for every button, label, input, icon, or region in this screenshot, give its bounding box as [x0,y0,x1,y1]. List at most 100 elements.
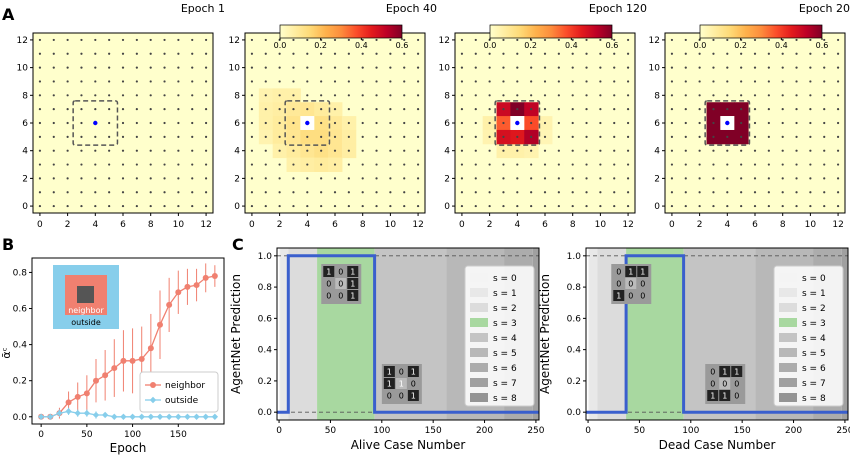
grid-dot [191,149,194,152]
grid-dot [502,177,505,180]
grid-dot [375,163,378,166]
grid-dot [460,108,464,111]
y-tick-label: 6 [654,119,660,129]
grid-dot [52,191,55,194]
mini-grid-cell [335,278,347,289]
grid-dot [712,108,715,111]
grid-dot [403,149,406,152]
grid-dot [626,204,630,208]
grid-dot [795,80,798,83]
y-tick-label: 8 [654,91,660,101]
grid-dot [375,135,378,138]
grid-dot [753,38,757,42]
grid-dot [38,121,42,125]
grid-dot [320,204,323,208]
point-neighbor [120,357,127,364]
grid-dot [740,94,743,97]
grid-dot [177,38,180,42]
grid-dot [684,94,687,97]
grid-dot [66,94,69,97]
point-outside [56,409,63,417]
grid-dot [599,108,602,111]
grid-dot [613,163,616,166]
grid-dot [94,149,97,152]
grid-dot [599,191,602,194]
grid-dot [836,135,840,138]
grid-dot [403,191,406,194]
grid-dot [52,66,55,69]
grid-dot [121,149,125,152]
mini-grid-value: 0 [338,292,343,301]
grid-dot [264,108,267,111]
grid-dot [530,191,533,194]
grid-dot [375,177,378,180]
legend-swatch [779,348,797,357]
grid-dot [375,38,378,42]
grid-dot [361,135,364,138]
grid-dot [474,204,477,208]
panel-a-heatmaps: 0 2 4 6 8 10 12 0 2 4 6 8 10 12 Epoch 1 0 2 4 6 8 10 12 0 2 4 6 8 1… [17,2,850,230]
x-tick-label: 2 [65,220,71,230]
grid-dot [191,177,194,180]
legend-label: s = 7 [493,379,517,389]
grid-dot [726,149,729,152]
grid-dot [516,204,519,208]
legend-label: s = 3 [802,319,826,329]
y-tick-label: 4 [22,147,28,157]
grid-dot [292,191,295,194]
grid-dot [502,191,505,194]
legend-label: s = 2 [493,304,517,314]
mini-grid-value: 0 [326,280,331,289]
grid-dot [571,121,574,125]
grid-dot [543,121,547,125]
grid-dot [795,135,798,138]
mini-grid-cell [625,290,637,301]
grid-dot [416,177,420,180]
x-tick-label: 0 [276,426,282,436]
grid-dot [306,177,309,180]
grid-dot [177,177,180,180]
grid-dot [80,52,83,55]
grid-dot [52,121,55,125]
grid-dot [66,80,69,83]
grid-dot [823,80,826,83]
grid-dot [767,80,770,83]
grid-dot [347,108,350,111]
mini-grid-value: 0 [710,380,715,389]
grid-dot [488,108,491,111]
grid-dot [740,135,743,138]
mini-grid-cell [407,366,419,377]
x-tick-label: 8 [780,220,786,230]
x-tick-label: 6 [120,220,126,230]
grid-dot [530,135,533,138]
panel-label-b: B [2,235,14,254]
grid-dot [52,149,55,152]
grid-dot [389,94,392,97]
grid-dot [836,177,840,180]
mini-grid-cell [383,390,395,401]
grid-dot [389,80,392,83]
mini-grid-value: 1 [411,392,416,401]
grid-dot [264,38,267,42]
grid-dot [726,108,729,111]
grid-dot [204,204,208,208]
grid-dot [626,38,630,42]
grid-dot [191,52,194,55]
grid-dot [670,108,674,111]
grid-dot [80,66,83,69]
grid-dot [740,66,743,69]
panel-b-line-chart: 0 50 100 150 0.0 0.2 0.4 0.6 0.8 Epoch ᾱᶜ neighbor o… [0,257,225,455]
grid-dot [557,66,560,69]
grid-dot [557,94,560,97]
grid-dot [292,121,295,125]
grid-dot [264,204,267,208]
grid-dot [66,149,69,152]
legend-swatch [470,348,488,357]
grid-dot [361,66,364,69]
legend-swatch [470,363,488,372]
grid-dot [684,163,687,166]
grid-dot [670,94,674,97]
grid-dot [94,80,97,83]
point-outside [92,411,100,419]
